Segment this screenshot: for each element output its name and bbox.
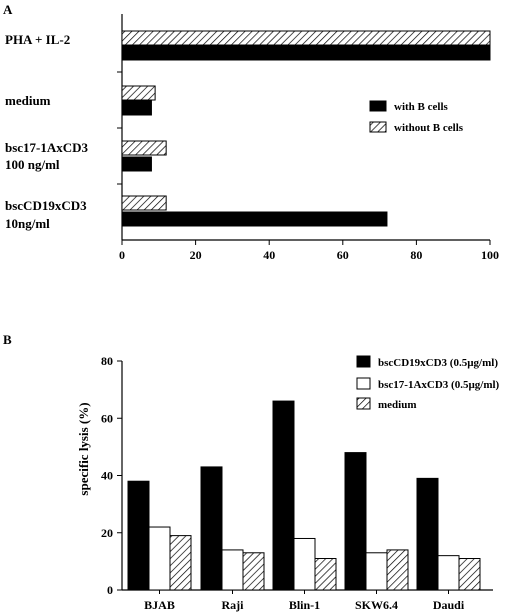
- panel-a-bar-with-b-cells-bsccd19xcd3: [121, 211, 388, 227]
- panel-b-legend-swatch-bsc17-1axcd3-0-5-g-ml: [356, 377, 371, 390]
- panel-a-x-tick-label: 60: [337, 248, 349, 262]
- panel-b-y-tick-label: 60: [101, 411, 113, 425]
- panel-a-legend: with B cells without B cells: [369, 100, 464, 134]
- panel-b-y-tick-label: 80: [101, 354, 113, 368]
- panel-a-x-tick-label: 0: [119, 248, 125, 262]
- panel-b-category-label: Raji: [222, 598, 245, 612]
- panel-b-bar-bsc17-1axcd3-0-5-g-ml-skw6-4: [365, 552, 388, 591]
- panel-a-x-tick-labels: 0 20 40 60 80 100: [119, 248, 499, 262]
- panel-b-bar-bsc17-1axcd3-0-5-g-ml-raji: [221, 549, 244, 591]
- panel-a-category-label: 100 ng/ml: [5, 157, 60, 172]
- panel-b-letter: B: [3, 332, 12, 347]
- panel-b-legend-label-bsc17-1axcd3-0-5-g-ml: bsc17-1AxCD3 (0.5µg/ml): [378, 379, 500, 391]
- panel-b-bar-bsccd19xcd3-0-5-g-ml-bjab: [127, 480, 150, 591]
- panel-a-chart: A PHA + IL-2 medium bsc17-1AxCD3 100 ng/ml b…: [3, 2, 499, 262]
- panel-b-bar-medium-skw6-4: [386, 549, 409, 591]
- panel-a-bars: [121, 30, 491, 227]
- panel-b-legend-swatch-medium: [356, 397, 371, 410]
- panel-b-bar-bsccd19xcd3-0-5-g-ml-blin-1: [272, 400, 295, 591]
- panel-b-y-tick-labels: 0 20 40 60 80: [101, 354, 113, 597]
- panel-b-y-axis-title: specific lysis (%): [76, 402, 91, 495]
- panel-a-category-label: PHA + IL-2: [5, 32, 70, 47]
- panel-a-bar-with-b-cells-pha-il-2: [121, 45, 491, 61]
- panel-b-bar-medium-blin-1: [314, 558, 337, 591]
- panel-b-legend-swatch-bsccd19xcd3-0-5-g-ml: [356, 355, 371, 368]
- panel-b-category-labels: BJAB Raji Blin-1 SKW6.4 Daudi: [144, 598, 465, 612]
- panel-a-category-label: bsc17-1AxCD3: [5, 140, 89, 155]
- panel-a-bar-with-b-cells-medium: [121, 100, 152, 116]
- panel-b-bar-bsccd19xcd3-0-5-g-ml-skw6-4: [344, 452, 367, 591]
- panel-a-legend-swatch-without-b-cells: [369, 121, 387, 133]
- panel-a-x-tick-label: 80: [410, 248, 422, 262]
- panel-b-y-tick-label: 20: [101, 526, 113, 540]
- panel-b-bar-bsc17-1axcd3-0-5-g-ml-bjab: [148, 526, 171, 591]
- panel-a-category-label: medium: [5, 93, 51, 108]
- panel-a-category-labels: PHA + IL-2 medium bsc17-1AxCD3 100 ng/ml bsc…: [5, 32, 89, 231]
- panel-a-bar-without-b-cells-bsc17-1axcd3: [121, 140, 167, 156]
- panel-a-x-tick-label: 100: [481, 248, 499, 262]
- panel-b-category-label: BJAB: [144, 598, 175, 612]
- panel-a-category-label: bscCD19xCD3: [5, 198, 87, 213]
- panel-b-bar-medium-raji: [242, 552, 265, 591]
- panel-a-bar-without-b-cells-bsccd19xcd3: [121, 195, 167, 211]
- panel-b-bar-bsccd19xcd3-0-5-g-ml-raji: [200, 466, 223, 591]
- panel-b-legend-label-medium: medium: [378, 399, 417, 411]
- panel-b-y-tick-label: 0: [107, 583, 113, 597]
- panel-b-category-label: Daudi: [433, 598, 465, 612]
- panel-a-category-label: 10ng/ml: [5, 216, 50, 231]
- panel-b-bar-medium-daudi: [458, 558, 481, 591]
- panel-b-chart: B specific lysis (%) BJAB Raji Blin-1 SKW6.…: [3, 332, 500, 612]
- panel-a-letter: A: [3, 2, 13, 17]
- panel-b-bar-bsc17-1axcd3-0-5-g-ml-daudi: [437, 555, 460, 591]
- panel-a-legend-label-with-b-cells: with B cells: [394, 101, 448, 113]
- panel-b-category-label: Blin-1: [289, 598, 320, 612]
- panel-b-category-label: SKW6.4: [355, 598, 398, 612]
- panel-b-bar-medium-bjab: [169, 535, 192, 591]
- panel-b-legend-label-bsccd19xcd3-0-5-g-ml: bscCD19xCD3 (0.5µg/ml): [378, 357, 498, 369]
- panel-a-bar-with-b-cells-bsc17-1axcd3: [121, 156, 152, 172]
- panel-b-legend: bscCD19xCD3 (0.5µg/ml) bsc17-1AxCD3 (0.5µ…: [356, 355, 500, 411]
- panel-b-bar-bsccd19xcd3-0-5-g-ml-daudi: [416, 477, 439, 591]
- panel-a-bar-without-b-cells-medium: [121, 85, 156, 101]
- panel-a-legend-swatch-with-b-cells: [369, 100, 387, 112]
- panel-a-legend-label-without-b-cells: without B cells: [394, 122, 464, 134]
- panel-b-bars: [127, 400, 481, 591]
- panel-b-y-tick-label: 40: [101, 469, 113, 483]
- panel-a-x-tick-label: 40: [263, 248, 275, 262]
- panel-b-bar-bsc17-1axcd3-0-5-g-ml-blin-1: [293, 537, 316, 591]
- panel-a-bar-without-b-cells-pha-il-2: [121, 30, 491, 46]
- panel-a-x-tick-label: 20: [190, 248, 202, 262]
